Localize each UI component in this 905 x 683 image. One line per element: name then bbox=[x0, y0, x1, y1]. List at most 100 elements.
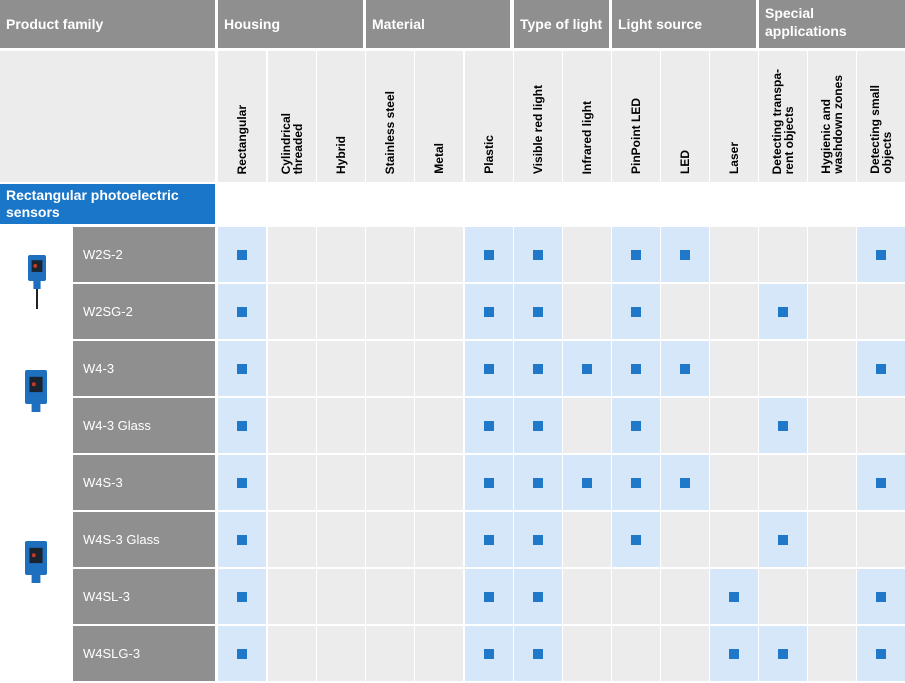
column-header-6: Visible red light bbox=[514, 51, 562, 182]
feature-cell-no bbox=[857, 512, 905, 567]
feature-cell-yes bbox=[514, 455, 562, 510]
feature-cell-no bbox=[612, 626, 660, 681]
feature-marker-icon bbox=[533, 648, 543, 659]
column-header-0: Rectangular bbox=[218, 51, 266, 182]
feature-marker-icon bbox=[876, 648, 886, 659]
feature-cell-yes bbox=[661, 341, 709, 396]
feature-marker-icon bbox=[876, 249, 886, 260]
feature-cell-no bbox=[661, 512, 709, 567]
feature-cell-yes bbox=[465, 626, 513, 681]
feature-cell-no bbox=[857, 284, 905, 339]
group-header-4: Special applications bbox=[759, 0, 905, 48]
feature-cell-no bbox=[710, 398, 758, 453]
feature-cell-yes bbox=[857, 341, 905, 396]
feature-marker-icon bbox=[582, 477, 592, 488]
feature-marker-icon bbox=[484, 363, 494, 374]
feature-marker-icon bbox=[631, 249, 641, 260]
feature-cell-yes bbox=[465, 284, 513, 339]
feature-cell-yes bbox=[514, 512, 562, 567]
column-label: Stainless steel bbox=[383, 90, 397, 174]
feature-cell-no bbox=[317, 227, 365, 282]
model-name: W2S-2 bbox=[73, 227, 215, 282]
column-label: Cylindrical threaded bbox=[279, 112, 305, 174]
feature-cell-no bbox=[415, 626, 463, 681]
feature-cell-no bbox=[317, 398, 365, 453]
feature-cell-no bbox=[415, 569, 463, 624]
column-header-5: Plastic bbox=[465, 51, 513, 182]
feature-cell-yes bbox=[759, 398, 807, 453]
feature-cell-yes bbox=[514, 284, 562, 339]
feature-cell-no bbox=[710, 341, 758, 396]
feature-cell-no bbox=[710, 512, 758, 567]
feature-cell-yes bbox=[218, 455, 266, 510]
feature-cell-no bbox=[808, 227, 856, 282]
feature-cell-no bbox=[661, 626, 709, 681]
feature-cell-yes bbox=[465, 455, 513, 510]
feature-cell-yes bbox=[857, 626, 905, 681]
feature-cell-yes bbox=[857, 455, 905, 510]
column-label: Detecting transpa- rent objects bbox=[770, 68, 796, 174]
feature-marker-icon bbox=[533, 534, 543, 545]
feature-marker-icon bbox=[631, 306, 641, 317]
column-label: LED bbox=[678, 150, 692, 174]
feature-cell-yes bbox=[465, 227, 513, 282]
feature-marker-icon bbox=[533, 363, 543, 374]
feature-cell-yes bbox=[514, 227, 562, 282]
feature-cell-no bbox=[759, 341, 807, 396]
feature-marker-icon bbox=[237, 648, 247, 659]
column-header-10: Laser bbox=[710, 51, 758, 182]
feature-cell-no bbox=[759, 227, 807, 282]
feature-marker-icon bbox=[484, 591, 494, 602]
feature-cell-yes bbox=[710, 569, 758, 624]
sensor-w2s-image-icon bbox=[25, 255, 49, 316]
feature-cell-yes bbox=[218, 398, 266, 453]
model-name: W4S-3 bbox=[73, 455, 215, 510]
feature-marker-icon bbox=[237, 363, 247, 374]
feature-cell-no bbox=[317, 284, 365, 339]
feature-cell-no bbox=[808, 455, 856, 510]
feature-cell-no bbox=[415, 398, 463, 453]
column-label: Plastic bbox=[482, 135, 496, 174]
feature-cell-no bbox=[366, 341, 414, 396]
feature-cell-no bbox=[268, 626, 316, 681]
feature-cell-no bbox=[268, 512, 316, 567]
feature-cell-yes bbox=[465, 398, 513, 453]
feature-marker-icon bbox=[237, 306, 247, 317]
category-label: Rectangular photoelectric sensors bbox=[0, 184, 215, 224]
column-header-12: Hygienic and washdown zones bbox=[808, 51, 856, 182]
feature-marker-icon bbox=[778, 648, 788, 659]
feature-cell-yes bbox=[465, 512, 513, 567]
feature-marker-icon bbox=[582, 363, 592, 374]
feature-marker-icon bbox=[533, 249, 543, 260]
feature-marker-icon bbox=[729, 591, 739, 602]
group-header-2: Type of light bbox=[514, 0, 609, 48]
column-label: Hybrid bbox=[334, 135, 348, 174]
feature-cell-no bbox=[317, 455, 365, 510]
feature-marker-icon bbox=[680, 477, 690, 488]
column-label: PinPoint LED bbox=[629, 98, 643, 174]
feature-cell-no bbox=[808, 512, 856, 567]
group-header-0: Housing bbox=[218, 0, 363, 48]
feature-cell-no bbox=[808, 626, 856, 681]
feature-cell-no bbox=[366, 626, 414, 681]
column-header-13: Detecting small objects bbox=[857, 51, 905, 182]
feature-marker-icon bbox=[484, 420, 494, 431]
group-header-1: Material bbox=[366, 0, 510, 48]
feature-marker-icon bbox=[484, 648, 494, 659]
column-header-3: Stainless steel bbox=[366, 51, 414, 182]
column-label: Rectangular bbox=[235, 104, 249, 174]
feature-cell-yes bbox=[563, 455, 611, 510]
model-name: W4SL-3 bbox=[73, 569, 215, 624]
feature-cell-no bbox=[808, 341, 856, 396]
column-label: Visible red light bbox=[531, 84, 545, 174]
feature-cell-yes bbox=[563, 341, 611, 396]
feature-cell-no bbox=[563, 284, 611, 339]
model-name: W4SLG-3 bbox=[73, 626, 215, 681]
feature-marker-icon bbox=[484, 249, 494, 260]
column-label: Infrared light bbox=[580, 100, 594, 174]
feature-cell-no bbox=[366, 284, 414, 339]
feature-cell-no bbox=[268, 398, 316, 453]
feature-cell-no bbox=[268, 227, 316, 282]
feature-cell-yes bbox=[759, 512, 807, 567]
